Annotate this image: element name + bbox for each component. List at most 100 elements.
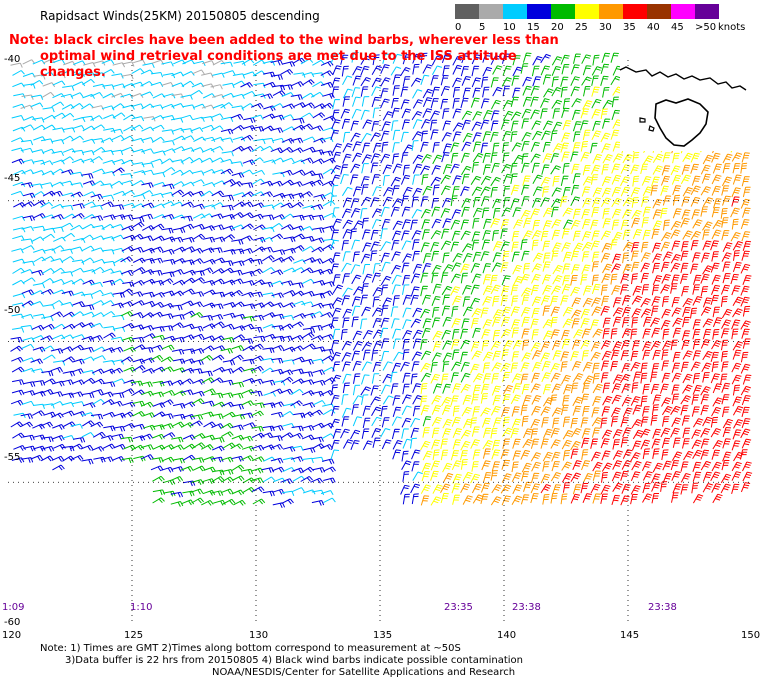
wind-barb [340, 428, 350, 439]
wind-barb [362, 440, 373, 451]
wind-barb [43, 124, 56, 131]
wind-barb [522, 230, 533, 240]
wind-barb [430, 373, 441, 384]
wind-barb [733, 419, 744, 429]
wind-barb [320, 70, 334, 77]
wind-barb [240, 235, 254, 242]
wind-barb [291, 245, 305, 251]
wind-barb [162, 389, 175, 396]
wind-barb [150, 257, 164, 264]
wind-barb [341, 118, 351, 129]
wind-barb [91, 235, 105, 241]
wind-barb [81, 173, 94, 179]
wind-barb [172, 181, 185, 187]
wind-barb [460, 152, 470, 163]
wind-barb [411, 196, 419, 208]
wind-barb [551, 229, 561, 241]
color-swatch [599, 4, 623, 19]
wind-barb [450, 450, 460, 461]
wind-barb [412, 250, 420, 262]
wind-barb [562, 306, 573, 317]
wind-barb [240, 169, 254, 175]
wind-barb [650, 415, 658, 426]
wind-barb [82, 377, 96, 384]
wind-barb [203, 421, 216, 428]
wind-barb [652, 198, 663, 209]
wind-barb [562, 187, 571, 198]
wind-barb [260, 93, 274, 100]
wind-barb [330, 340, 340, 351]
wind-barb [502, 250, 510, 262]
wind-barb [410, 427, 420, 438]
wind-barb [150, 104, 164, 110]
wind-barb [662, 472, 672, 483]
wind-barb [83, 191, 96, 197]
wind-barb [41, 436, 54, 443]
wind-barb [670, 427, 680, 438]
wind-barb [532, 56, 543, 66]
wind-barb [610, 416, 619, 427]
wind-barb [190, 301, 204, 308]
wind-barb [591, 130, 602, 141]
wind-barb [231, 124, 245, 132]
wind-barb [162, 214, 175, 220]
wind-barb [681, 241, 689, 252]
wind-barb [711, 207, 720, 218]
wind-barb [672, 185, 681, 196]
wind-barb [720, 328, 730, 339]
wind-barb [241, 223, 254, 230]
wind-barb [662, 328, 670, 340]
wind-barb [571, 264, 580, 275]
wind-barb [400, 86, 409, 98]
wind-barb [530, 208, 540, 219]
wind-barb [530, 452, 542, 462]
wind-barb [133, 364, 146, 372]
wind-barb [531, 461, 541, 472]
wind-barb [310, 477, 324, 484]
wind-barb [311, 149, 325, 156]
wind-barb [371, 174, 380, 185]
wind-barb [430, 75, 439, 86]
wind-barb [162, 72, 176, 79]
wind-barb [651, 493, 659, 504]
wind-barb [510, 162, 518, 174]
wind-barb [531, 405, 541, 416]
wind-barb [462, 253, 473, 263]
wind-barb [411, 230, 422, 240]
wind-barb [350, 440, 360, 450]
wind-barb [341, 262, 352, 273]
wind-barb [110, 346, 124, 353]
wind-barb [161, 456, 175, 463]
wind-barb [570, 196, 581, 207]
wind-barb [610, 328, 618, 340]
wind-barb [23, 116, 36, 121]
wind-barb [102, 411, 116, 418]
wind-barb [702, 197, 714, 207]
wind-barb [150, 354, 164, 361]
wind-barb [243, 71, 256, 77]
wind-barb [510, 284, 519, 296]
wind-barb [412, 154, 424, 164]
wind-barb [420, 165, 431, 176]
wind-barb [630, 471, 641, 481]
wind-barb [581, 231, 592, 242]
wind-barb [101, 149, 114, 156]
wind-barb [310, 125, 324, 132]
wind-barb [692, 350, 702, 361]
wind-barb [361, 154, 372, 164]
wind-barb [11, 366, 25, 373]
wind-barb [122, 401, 136, 408]
wind-barb [552, 417, 560, 429]
wind-barb [712, 383, 722, 394]
wind-barb [742, 305, 751, 317]
wind-barb [570, 286, 581, 297]
wind-barb [491, 262, 502, 272]
wind-barb [661, 405, 673, 416]
wind-barb [492, 316, 501, 327]
wind-barb [490, 176, 502, 187]
wind-barb [91, 247, 104, 253]
wind-barb [550, 427, 560, 438]
wind-barb [651, 438, 661, 449]
wind-barb [221, 92, 235, 98]
wind-barb [121, 159, 135, 165]
